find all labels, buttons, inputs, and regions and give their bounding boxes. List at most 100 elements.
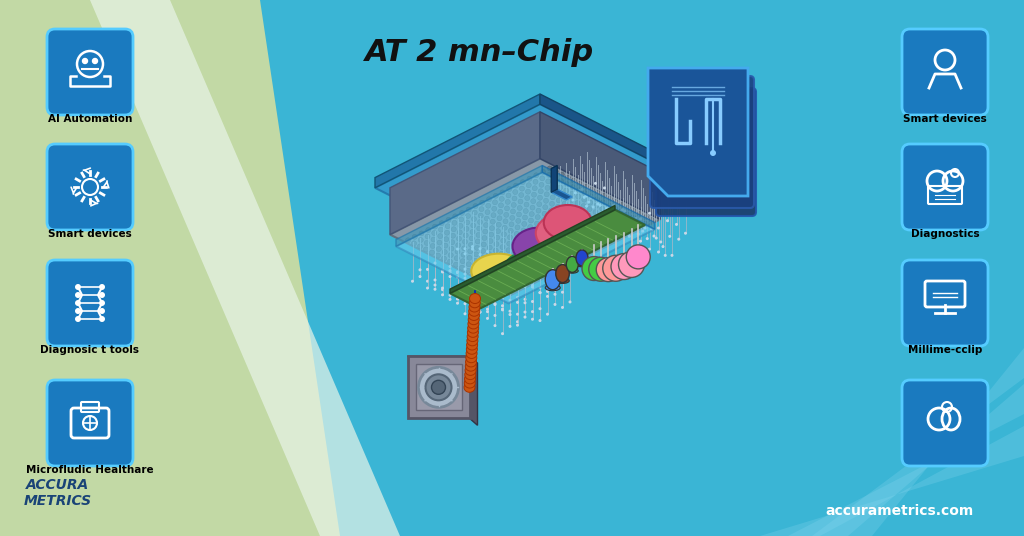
Circle shape <box>569 246 574 251</box>
Circle shape <box>457 236 462 241</box>
Circle shape <box>601 193 606 198</box>
FancyBboxPatch shape <box>902 380 988 466</box>
Circle shape <box>502 280 507 285</box>
Circle shape <box>532 186 538 191</box>
Circle shape <box>452 220 457 225</box>
Circle shape <box>480 248 485 254</box>
Circle shape <box>441 287 444 289</box>
Circle shape <box>612 206 617 211</box>
Polygon shape <box>450 210 645 309</box>
Circle shape <box>526 183 531 188</box>
Circle shape <box>501 296 504 300</box>
Circle shape <box>612 222 615 226</box>
Circle shape <box>589 242 594 247</box>
Circle shape <box>552 182 557 187</box>
Circle shape <box>531 318 534 321</box>
Circle shape <box>508 235 512 240</box>
Circle shape <box>509 282 512 285</box>
Circle shape <box>564 243 568 248</box>
Circle shape <box>516 278 519 281</box>
Circle shape <box>413 234 417 240</box>
Circle shape <box>558 233 563 238</box>
Circle shape <box>544 247 549 251</box>
Circle shape <box>464 272 467 276</box>
FancyBboxPatch shape <box>902 144 988 230</box>
Circle shape <box>556 252 561 258</box>
Circle shape <box>494 324 497 327</box>
Circle shape <box>471 248 474 251</box>
Circle shape <box>449 265 452 268</box>
Circle shape <box>541 169 546 174</box>
Circle shape <box>519 241 524 246</box>
Circle shape <box>654 236 657 240</box>
Circle shape <box>501 266 504 269</box>
Circle shape <box>433 284 436 287</box>
Circle shape <box>514 286 519 291</box>
Circle shape <box>433 262 436 265</box>
Circle shape <box>646 237 649 240</box>
Circle shape <box>494 295 497 297</box>
Circle shape <box>501 308 504 311</box>
Circle shape <box>571 178 577 183</box>
Circle shape <box>507 187 512 191</box>
Circle shape <box>494 314 497 317</box>
Circle shape <box>485 203 490 208</box>
Circle shape <box>555 211 560 216</box>
Circle shape <box>458 230 462 235</box>
Circle shape <box>522 270 527 275</box>
Circle shape <box>659 241 663 243</box>
Circle shape <box>525 244 530 249</box>
Circle shape <box>575 200 580 205</box>
Circle shape <box>531 286 534 288</box>
Circle shape <box>618 251 644 278</box>
Circle shape <box>523 276 526 279</box>
Circle shape <box>486 251 492 256</box>
Circle shape <box>452 227 457 232</box>
Circle shape <box>489 280 495 285</box>
Circle shape <box>578 181 583 186</box>
Circle shape <box>550 202 555 206</box>
Circle shape <box>471 296 474 300</box>
Circle shape <box>471 306 474 309</box>
Circle shape <box>675 223 678 226</box>
Ellipse shape <box>544 205 592 240</box>
Circle shape <box>478 292 481 295</box>
Circle shape <box>512 251 517 256</box>
Circle shape <box>582 197 587 202</box>
Circle shape <box>478 253 481 256</box>
Circle shape <box>550 195 555 200</box>
Circle shape <box>504 267 509 272</box>
Ellipse shape <box>575 262 588 267</box>
Text: Microfludic Healthare: Microfludic Healthare <box>27 465 154 475</box>
Polygon shape <box>540 112 660 219</box>
Circle shape <box>592 205 595 209</box>
Circle shape <box>466 213 470 219</box>
Circle shape <box>639 240 642 243</box>
Circle shape <box>471 245 474 248</box>
Circle shape <box>517 260 522 265</box>
Circle shape <box>575 207 579 210</box>
Circle shape <box>468 249 473 254</box>
Circle shape <box>531 278 534 281</box>
Ellipse shape <box>469 294 480 303</box>
Circle shape <box>596 203 599 206</box>
FancyBboxPatch shape <box>902 29 988 115</box>
Circle shape <box>511 257 516 262</box>
Circle shape <box>484 216 489 221</box>
Circle shape <box>547 166 552 171</box>
Circle shape <box>611 212 616 217</box>
Circle shape <box>75 284 81 290</box>
Circle shape <box>474 245 479 250</box>
Circle shape <box>542 266 547 271</box>
Circle shape <box>460 259 465 264</box>
Circle shape <box>492 261 497 266</box>
Circle shape <box>492 206 497 211</box>
Circle shape <box>530 205 535 210</box>
Circle shape <box>486 310 489 313</box>
Circle shape <box>559 227 564 232</box>
Circle shape <box>629 228 634 233</box>
Circle shape <box>456 285 459 288</box>
Circle shape <box>418 244 423 249</box>
Text: Smart devices: Smart devices <box>48 229 132 239</box>
Circle shape <box>563 195 568 199</box>
